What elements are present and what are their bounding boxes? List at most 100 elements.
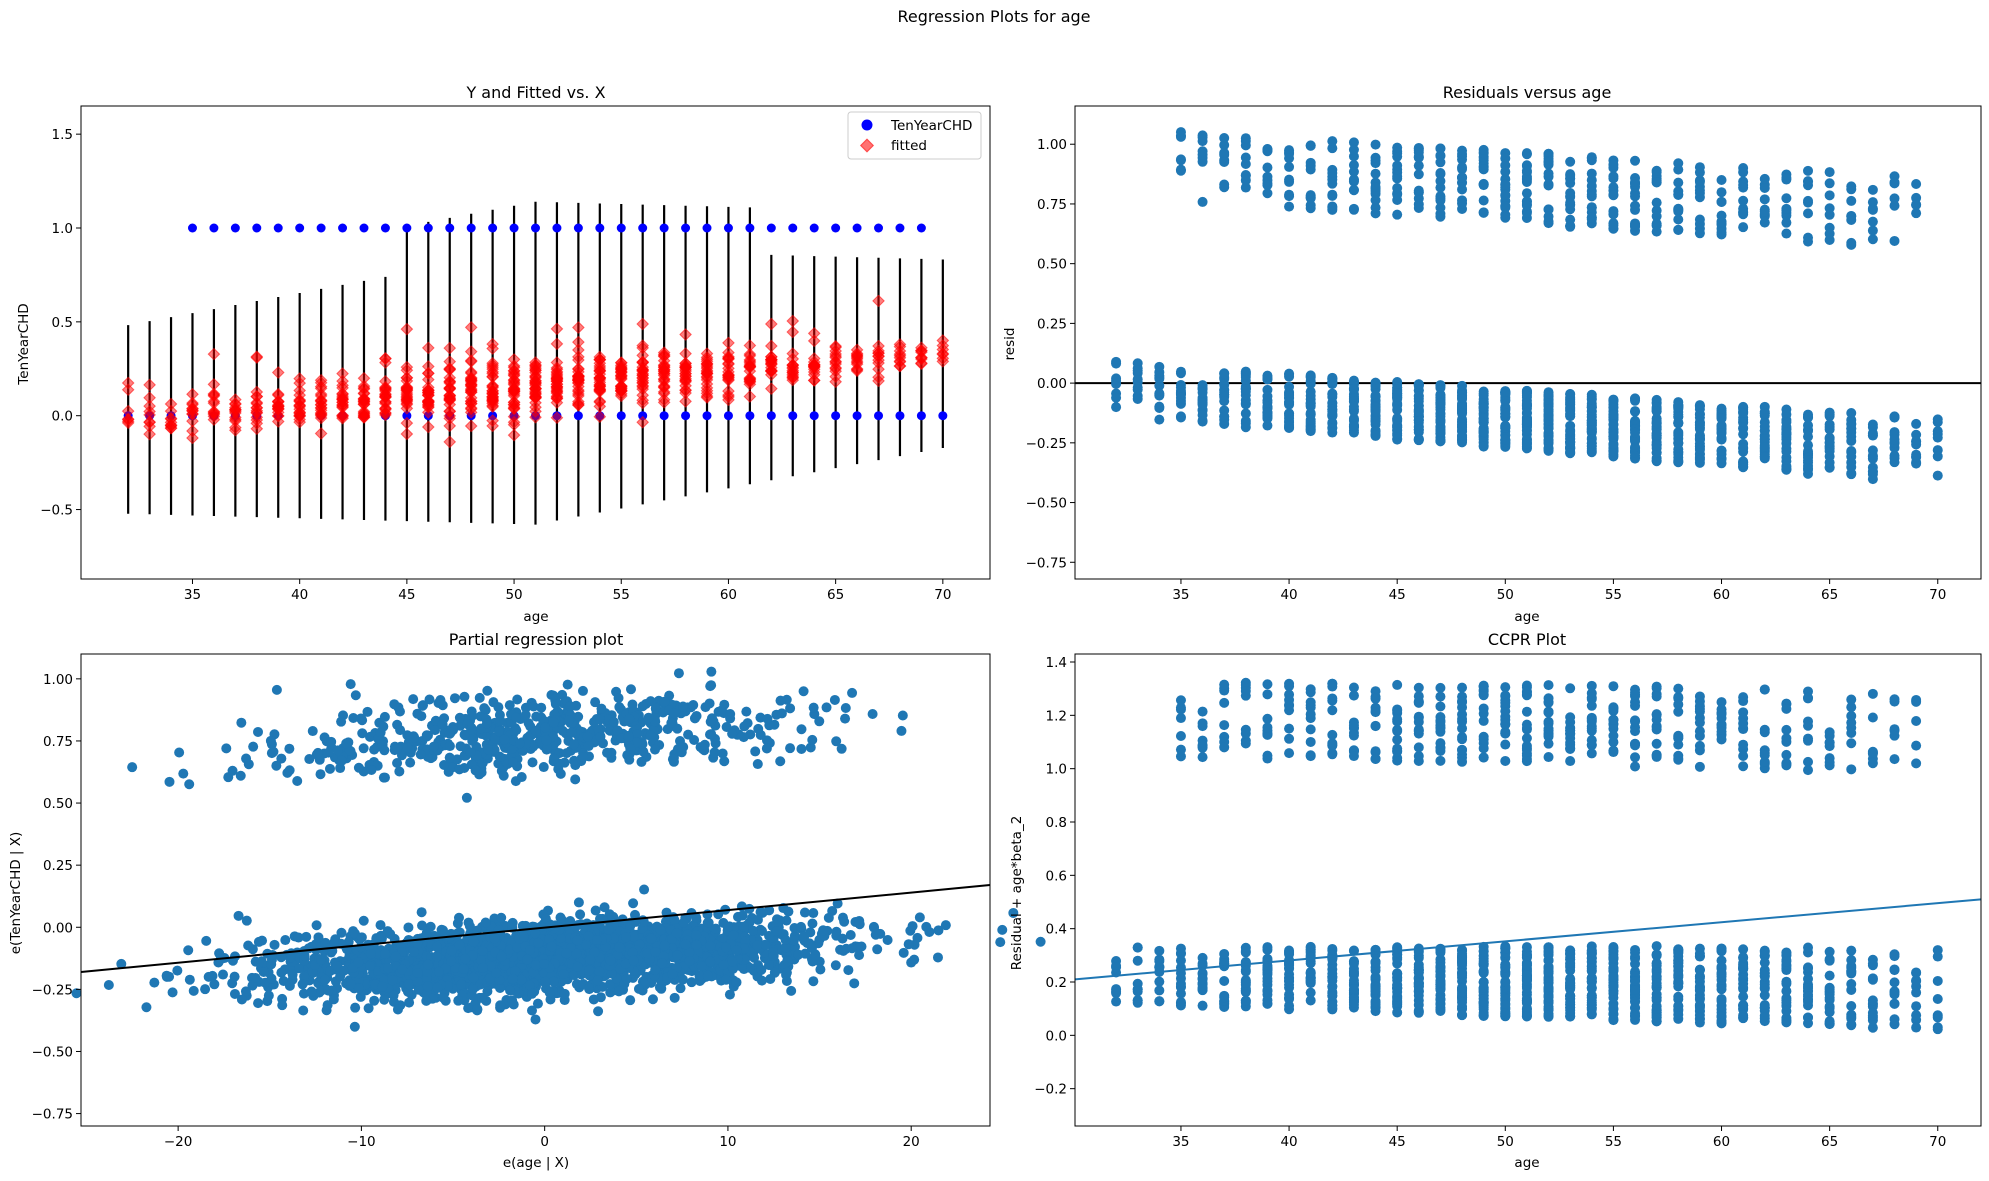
fitted-point	[614, 384, 628, 398]
resid-point	[1478, 413, 1489, 424]
partial-point	[912, 932, 923, 943]
partial-point	[599, 902, 610, 913]
fitted-point	[936, 355, 950, 368]
partial-point	[365, 948, 376, 959]
resid-point	[1630, 176, 1641, 187]
partial-point	[266, 954, 277, 965]
fitted-point	[314, 401, 328, 415]
resid-point	[1327, 178, 1338, 189]
fitted-point	[228, 403, 242, 416]
partial-point	[258, 967, 269, 978]
resid-point	[1630, 393, 1641, 404]
partial-point	[353, 957, 364, 968]
x-tick-label: 60	[720, 587, 737, 603]
fitted-point	[486, 367, 499, 380]
resid-point	[1435, 414, 1446, 425]
fitted-point	[357, 382, 371, 396]
partial-point	[765, 973, 776, 984]
resid-point	[1608, 209, 1619, 220]
fitted-point	[400, 416, 414, 430]
fitted-point	[400, 322, 414, 336]
partial-point	[533, 937, 544, 948]
partial-point	[940, 920, 951, 931]
fitted-point	[593, 353, 607, 366]
resid-point	[1738, 195, 1749, 206]
partial-point	[592, 934, 603, 945]
resid-point	[1565, 389, 1576, 400]
partial-point	[882, 934, 893, 945]
resid-point	[1327, 388, 1338, 399]
resid-point	[1262, 188, 1273, 199]
resid-point	[1889, 178, 1900, 189]
partial-point	[854, 919, 865, 930]
partial-point	[387, 975, 398, 986]
partial-point	[647, 994, 658, 1005]
resid-point	[1154, 401, 1165, 412]
partial-point	[831, 926, 842, 937]
partial-point	[731, 945, 742, 956]
fitted-point	[572, 353, 585, 367]
partial-point	[390, 951, 401, 962]
fitted-point	[764, 317, 778, 331]
resid-point	[1262, 162, 1273, 173]
fitted-point	[636, 388, 650, 402]
partial-point	[403, 922, 414, 933]
partial-point	[432, 982, 443, 993]
partial-point	[298, 1005, 309, 1016]
partial-point	[184, 974, 195, 985]
resid-point	[1500, 153, 1511, 164]
partial-point	[358, 915, 369, 926]
partial-point	[677, 974, 688, 985]
partial-point	[705, 956, 716, 967]
resid-point	[1240, 152, 1251, 163]
resid-point	[1694, 420, 1705, 431]
resid-point	[1521, 176, 1532, 187]
y-tick-label: 1.5	[52, 127, 73, 143]
partial-point	[467, 984, 478, 995]
resid-point	[1608, 431, 1619, 442]
resid-point	[1694, 218, 1705, 229]
x-tick-label: 40	[1280, 587, 1297, 603]
resid-point	[1803, 195, 1814, 206]
fitted-point	[593, 399, 607, 413]
resid-point	[1803, 420, 1814, 431]
partial-point	[266, 973, 277, 984]
resid-point	[1392, 209, 1403, 220]
resid-point	[1457, 408, 1468, 419]
fitted-point	[486, 342, 499, 355]
resid-point	[1781, 446, 1792, 457]
fitted-point	[207, 377, 221, 391]
resid-point	[1694, 434, 1705, 445]
fitted-point	[400, 363, 414, 377]
resid-point	[1911, 449, 1922, 460]
partial-point	[799, 907, 810, 918]
fitted-point	[443, 391, 457, 405]
fitted-point	[872, 346, 885, 360]
resid-point	[1630, 155, 1641, 166]
fitted-point	[572, 343, 585, 357]
points-residuals	[1075, 127, 1981, 485]
panel-title-residuals: Residuals versus age	[1443, 83, 1612, 102]
resid-point	[1759, 408, 1770, 419]
observed-point	[938, 411, 948, 421]
resid-point	[1348, 420, 1359, 431]
resid-point	[1586, 212, 1597, 223]
partial-point	[468, 936, 479, 947]
resid-point	[1846, 237, 1857, 248]
resid-point	[1132, 358, 1143, 369]
resid-point	[1846, 451, 1857, 462]
observed-point	[273, 223, 283, 233]
fitted-point	[872, 370, 885, 384]
observed-point	[659, 223, 669, 233]
resid-point	[1175, 382, 1186, 393]
partial-point	[795, 921, 806, 932]
partial-point	[248, 741, 259, 752]
partial-point	[518, 931, 529, 942]
resid-point	[1716, 458, 1727, 469]
partial-point	[319, 974, 330, 985]
resid-point	[1759, 217, 1770, 228]
partial-point	[476, 992, 487, 1003]
resid-point	[1521, 148, 1532, 159]
partial-point	[558, 969, 569, 980]
fitted-point	[207, 347, 221, 361]
